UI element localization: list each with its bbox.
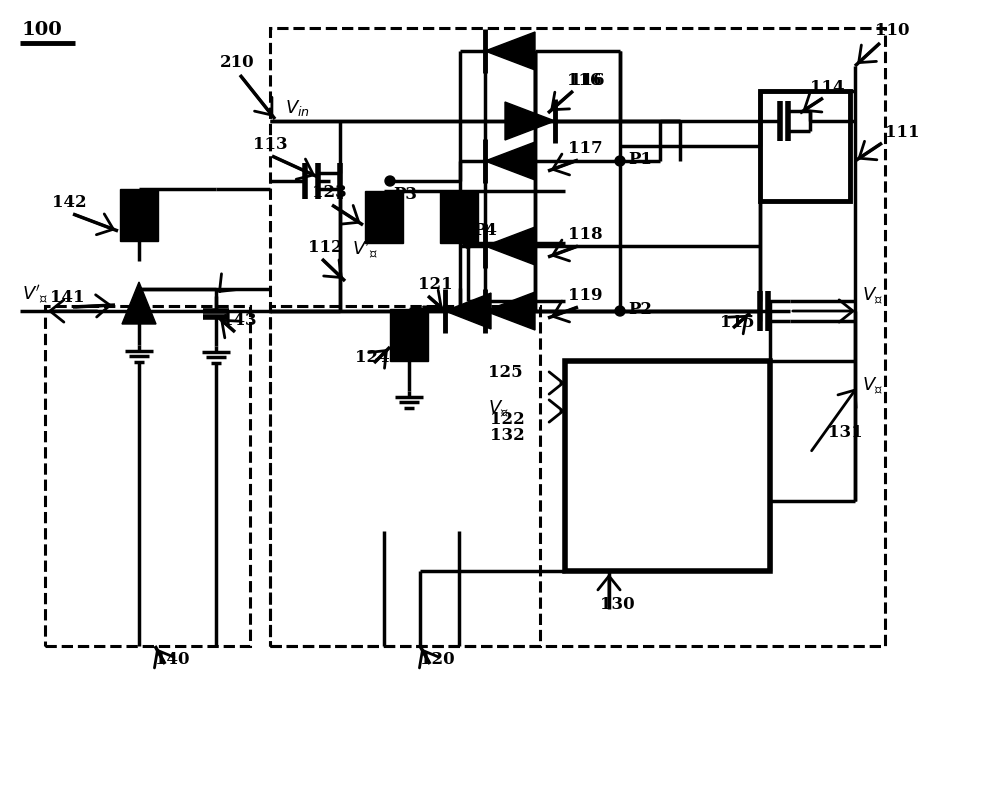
Circle shape	[615, 306, 625, 316]
Text: 112: 112	[308, 239, 343, 256]
Polygon shape	[485, 292, 535, 330]
Text: 115: 115	[720, 314, 755, 331]
Text: 110: 110	[875, 22, 910, 39]
Text: 210: 210	[220, 54, 255, 71]
Text: $V_{补}$: $V_{补}$	[488, 399, 509, 419]
Text: 143: 143	[222, 312, 257, 329]
Bar	[440, 191, 478, 243]
Text: 123: 123	[312, 184, 347, 201]
Text: 132: 132	[490, 427, 525, 444]
Text: 142: 142	[52, 194, 87, 211]
Text: 120: 120	[420, 651, 455, 668]
Text: P2: P2	[628, 300, 652, 317]
Text: 140: 140	[155, 651, 190, 668]
Polygon shape	[485, 227, 535, 265]
Text: 116: 116	[567, 72, 602, 89]
Bar	[270, 306, 540, 646]
Bar	[365, 191, 403, 243]
Bar	[270, 28, 885, 646]
Text: $V'_{目}$: $V'_{目}$	[22, 284, 48, 306]
Text: P4: P4	[473, 222, 497, 239]
Text: $V_{目}$: $V_{目}$	[862, 285, 883, 306]
Circle shape	[463, 238, 473, 248]
Circle shape	[385, 176, 395, 186]
Bar	[760, 91, 850, 201]
Text: 100: 100	[22, 21, 63, 39]
Polygon shape	[445, 293, 491, 329]
Bar	[390, 309, 428, 361]
Text: 130: 130	[600, 596, 635, 613]
Bar	[45, 306, 250, 646]
Text: 116: 116	[570, 72, 604, 89]
Polygon shape	[485, 32, 535, 70]
Text: P1: P1	[628, 151, 652, 167]
Text: 117: 117	[568, 140, 603, 157]
Polygon shape	[505, 102, 555, 140]
Text: $V_{初}$: $V_{初}$	[862, 376, 883, 396]
Text: 124: 124	[355, 349, 390, 366]
Text: 122: 122	[490, 411, 525, 428]
Text: 121: 121	[418, 276, 453, 293]
Text: 119: 119	[568, 287, 602, 304]
Text: 113: 113	[253, 136, 288, 153]
Bar	[565, 361, 770, 571]
Text: 114: 114	[810, 79, 844, 96]
Circle shape	[463, 238, 473, 248]
Text: 125: 125	[488, 364, 523, 381]
Bar	[120, 189, 158, 241]
Text: $V'_{初}$: $V'_{初}$	[352, 239, 378, 261]
Text: P3: P3	[393, 186, 417, 203]
Polygon shape	[122, 282, 156, 324]
Text: 118: 118	[568, 226, 603, 243]
Text: 141: 141	[50, 289, 84, 306]
Text: $V_{in}$: $V_{in}$	[285, 98, 310, 118]
Polygon shape	[485, 142, 535, 180]
Text: 131: 131	[828, 424, 863, 441]
Text: 111: 111	[885, 124, 920, 141]
Circle shape	[615, 156, 625, 166]
